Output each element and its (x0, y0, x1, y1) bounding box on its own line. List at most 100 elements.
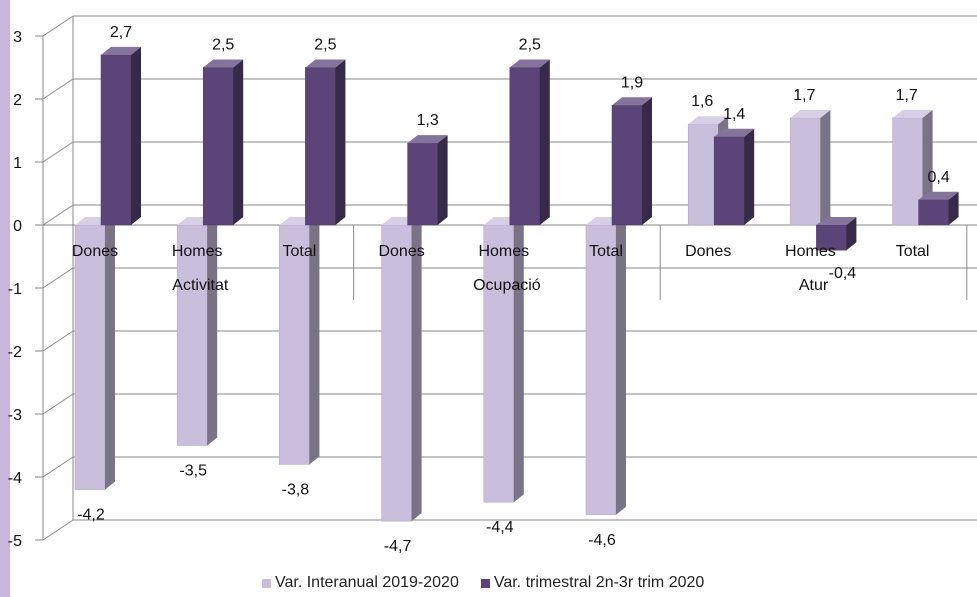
category-label: Homes (478, 243, 529, 260)
bar-trimestral-4 (509, 67, 541, 226)
bar-interanual-0 (74, 224, 106, 490)
category-label: Homes (172, 243, 223, 260)
grid-depth-line (42, 78, 74, 100)
bar-interanual-3 (381, 224, 412, 522)
bar-interanual-7 (790, 117, 821, 226)
legend-item-interanual: Var. Interanual 2019-2020 (262, 574, 459, 592)
data-label-trimestral: 0,4 (927, 169, 949, 186)
bar-trimestral-8-top (918, 191, 959, 200)
bar-interanual-8 (892, 117, 923, 226)
data-label-trimestral: 2,7 (110, 24, 132, 41)
bar-trimestral-0-side (131, 46, 141, 226)
data-label-trimestral: 2,5 (519, 37, 541, 54)
data-label-trimestral: 1,4 (723, 106, 745, 123)
y-tick-label: 3 (13, 29, 22, 46)
bar-interanual-6 (687, 123, 719, 226)
bar-trimestral-7-top (816, 217, 857, 225)
legend-swatch-trimestral (480, 578, 490, 588)
category-label: Dones (72, 243, 118, 260)
bar-trimestral-6 (713, 136, 745, 226)
bar-interanual-0-side (105, 217, 115, 490)
bar-interanual-4 (483, 224, 515, 503)
category-label: Dones (378, 243, 424, 260)
bar-interanual-8-top (892, 109, 933, 118)
bar-trimestral-1-side (233, 59, 244, 225)
data-label-trimestral: 1,9 (621, 74, 643, 91)
bar-trimestral-1 (202, 67, 234, 226)
grid-depth-line (42, 15, 74, 37)
bar-trimestral-1-top (203, 59, 244, 68)
bar-interanual-2 (279, 224, 310, 465)
category-label: Total (896, 243, 930, 260)
legend-label-trimestral: Var. trimestral 2n-3r trim 2020 (493, 574, 705, 591)
bar-trimestral-3-top (407, 135, 448, 144)
y-tick-label: -3 (8, 407, 22, 424)
bar-trimestral-5 (611, 105, 643, 226)
bar-interanual-3-side (411, 217, 422, 522)
grid-depth-line (42, 393, 74, 415)
y-tick-label: -1 (8, 281, 22, 298)
data-label-interanual: -4,4 (486, 519, 514, 536)
data-label-interanual: -3,5 (179, 463, 207, 480)
category-label: Dones (685, 243, 731, 260)
bar-trimestral-6-top (714, 128, 755, 137)
legend-label-interanual: Var. Interanual 2019-2020 (275, 574, 459, 591)
bar-trimestral-7 (816, 224, 847, 251)
data-label-trimestral: 1,3 (416, 112, 438, 129)
y-tick-label: -5 (8, 533, 22, 550)
bar-trimestral-3 (407, 142, 438, 226)
bar-interanual-5 (585, 224, 617, 516)
bar-trimestral-4-side (539, 59, 550, 225)
bar-interanual-6-top (688, 116, 729, 125)
bar-trimestral-2-side (335, 59, 346, 225)
bar-interanual-7-side (820, 109, 831, 225)
bar-trimestral-0 (100, 54, 132, 226)
y-tick-label: -2 (8, 344, 22, 361)
category-label: Total (589, 243, 623, 260)
grid-depth-line (42, 141, 74, 163)
bar-trimestral-4-top (509, 59, 550, 68)
bar-trimestral-2 (305, 67, 336, 226)
legend: Var. Interanual 2019-2020 Var. trimestra… (262, 574, 704, 592)
bar-trimestral-8 (918, 199, 949, 226)
bar-interanual-1-side (207, 217, 218, 446)
bar-interanual-4-side (513, 217, 524, 503)
bar-trimestral-3-side (437, 135, 448, 225)
bar-trimestral-6-side (744, 128, 755, 225)
data-label-interanual: 1,7 (793, 87, 815, 104)
grid-depth-line (42, 456, 74, 478)
legend-item-trimestral: Var. trimestral 2n-3r trim 2020 (480, 574, 705, 592)
bar-interanual-7-top (790, 109, 831, 118)
y-tick-label: -4 (8, 470, 22, 487)
bar-trimestral-7-side (846, 217, 857, 251)
y-tick-label: 1 (13, 155, 22, 172)
group-label: Ocupació (473, 277, 541, 294)
data-label-trimestral: 2,5 (314, 37, 336, 54)
bar-trimestral-2-top (305, 59, 346, 68)
group-label: Activitat (172, 277, 229, 294)
y-tick-label: 0 (13, 218, 22, 235)
data-label-interanual: -4,6 (588, 532, 616, 549)
left-accent-strip (0, 0, 10, 597)
bar-trimestral-0-top (101, 46, 141, 55)
category-label: Homes (785, 243, 836, 260)
category-label: Total (283, 243, 317, 260)
data-label-interanual: -3,8 (282, 481, 310, 498)
data-label-trimestral: -0,4 (829, 265, 857, 282)
bar-interanual-2-side (309, 217, 320, 465)
y-tick-label: 2 (13, 92, 22, 109)
legend-swatch-interanual (262, 578, 271, 588)
grid-depth-line (42, 330, 74, 352)
data-label-interanual: -4,7 (384, 538, 412, 555)
data-label-interanual: 1,6 (691, 93, 713, 110)
data-label-interanual: 1,7 (895, 87, 917, 104)
grid-depth-line (42, 204, 74, 226)
group-label: Atur (799, 277, 829, 294)
grid-depth-line (42, 267, 74, 289)
data-label-interanual: -4,2 (77, 507, 105, 524)
grid-depth-line (42, 519, 74, 541)
bar-interanual-5-side (616, 217, 626, 515)
bar-interanual-1 (176, 224, 208, 446)
bar-trimestral-8-side (948, 191, 959, 225)
